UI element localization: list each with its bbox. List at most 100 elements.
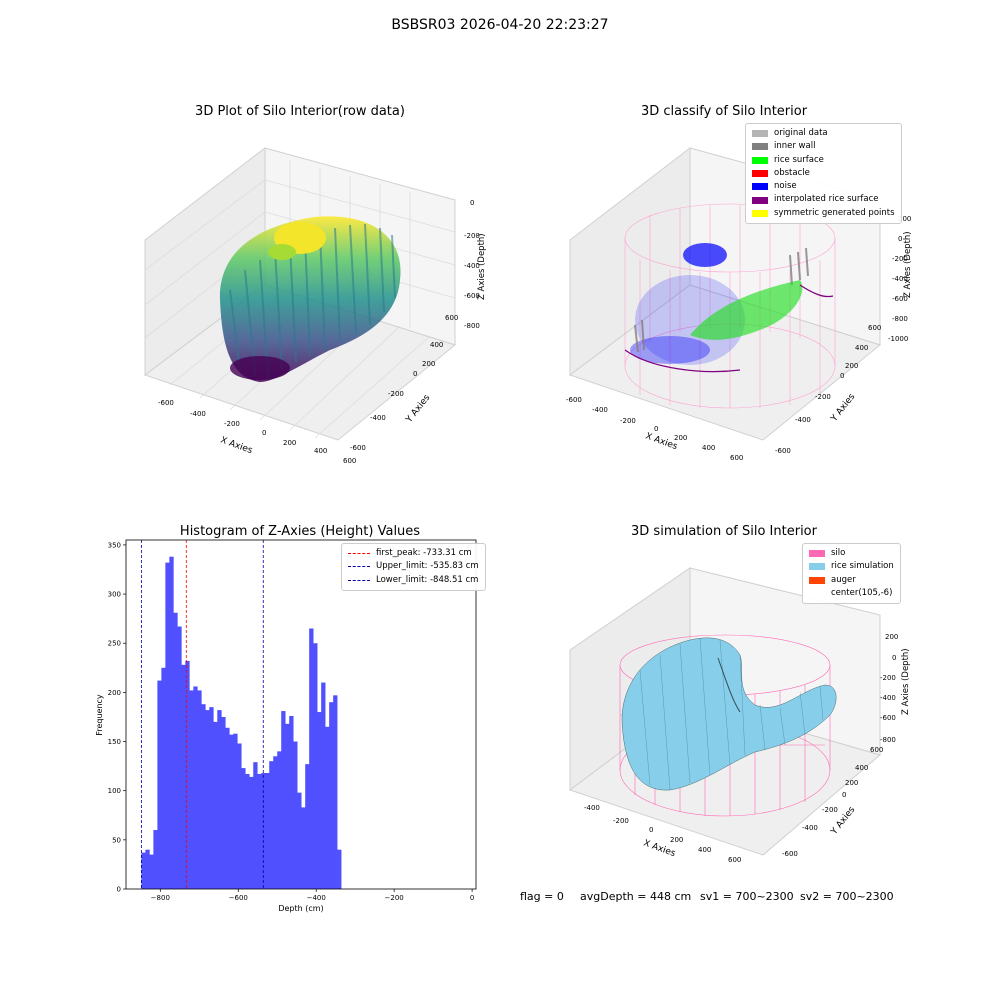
simulation-legend-swatch xyxy=(809,563,825,571)
classify-legend-label: obstacle xyxy=(774,167,810,178)
figure-title: BSBSR03 2026-04-20 22:23:27 xyxy=(391,17,609,33)
simulation-legend-label: silo xyxy=(831,548,846,558)
histogram-y-label: Frequency xyxy=(95,694,104,736)
histogram-y-tick-label: 200 xyxy=(108,689,121,697)
svg-text:-600: -600 xyxy=(566,396,582,404)
svg-text:-600: -600 xyxy=(880,714,896,722)
simulation-x-ticks: -400 -200 0 200 400 600 xyxy=(584,804,741,864)
classify-legend-swatch xyxy=(752,196,768,204)
histogram-bar xyxy=(233,733,238,889)
histogram-legend-line xyxy=(348,566,370,568)
simulation-legend-label: rice simulation xyxy=(831,561,894,572)
raw-z-label: Z Axies (Depth) xyxy=(477,233,487,300)
histogram-bar xyxy=(209,707,214,889)
histogram-y-tick-label: 0 xyxy=(117,886,121,894)
svg-text:0: 0 xyxy=(892,654,896,662)
classify-legend-item: symmetric generated points xyxy=(752,207,895,220)
status-flag: flag = 0 xyxy=(520,890,564,903)
histogram-bar xyxy=(245,773,250,889)
classify-legend-item: interpolated rice surface xyxy=(752,193,895,206)
histogram-chart: −800 −600 −400 −200 0 050100150200250300350 … xyxy=(95,539,477,913)
histogram-bar xyxy=(229,734,234,889)
classify-legend-label: rice surface xyxy=(774,154,824,165)
simulation-legend-label: auger xyxy=(831,574,856,585)
histogram-legend: first_peak: -733.31 cm Upper_limit: -535.… xyxy=(341,543,486,591)
histogram-bar xyxy=(157,680,162,889)
svg-text:-200: -200 xyxy=(224,420,240,428)
classify-legend-label: symmetric generated points xyxy=(774,207,895,218)
status-sv1: sv1 = 700~2300 xyxy=(700,890,794,903)
histogram-bar xyxy=(237,743,242,889)
svg-text:-200: -200 xyxy=(822,806,838,814)
histogram-legend-line xyxy=(348,579,370,581)
svg-text:-600: -600 xyxy=(892,295,908,303)
histogram-bar xyxy=(185,660,190,889)
classify-legend-item: rice surface xyxy=(752,154,895,167)
svg-text:400: 400 xyxy=(855,344,868,352)
histogram-legend-item: Lower_limit: -848.51 cm xyxy=(348,574,479,587)
svg-text:400: 400 xyxy=(855,764,868,772)
svg-text:0: 0 xyxy=(654,425,658,433)
histogram-bar xyxy=(173,612,178,889)
simulation-plot-title: 3D simulation of Silo Interior xyxy=(631,524,817,539)
histogram-bar xyxy=(141,852,146,889)
histogram-y-tick-label: 150 xyxy=(108,738,121,746)
svg-text:-200: -200 xyxy=(388,390,404,398)
simulation-legend-item: center(105,-6) xyxy=(809,587,894,600)
histogram-frame xyxy=(125,539,477,890)
svg-text:-400: -400 xyxy=(584,804,600,812)
histogram-bar xyxy=(293,741,298,889)
simulation-legend-swatch xyxy=(809,550,825,558)
svg-text:0: 0 xyxy=(262,429,266,437)
raw-point-cloud xyxy=(219,216,401,382)
svg-text:-400: -400 xyxy=(795,416,811,424)
svg-text:600: 600 xyxy=(728,856,741,864)
histogram-legend-item: Upper_limit: -535.83 cm xyxy=(348,560,479,573)
histogram-bar xyxy=(249,776,254,889)
histogram-bar xyxy=(277,751,282,889)
histogram-x-tick-label: −200 xyxy=(385,894,404,902)
simulation-z-label: Z Axies (Depth) xyxy=(901,648,911,715)
classify-x-ticks: -600 -400 -200 0 200 400 600 xyxy=(566,396,743,462)
svg-text:0: 0 xyxy=(898,235,902,243)
svg-text:-400: -400 xyxy=(802,824,818,832)
svg-text:600: 600 xyxy=(730,454,743,462)
svg-text:-600: -600 xyxy=(464,292,480,300)
histogram-bar xyxy=(217,710,222,889)
svg-text:400: 400 xyxy=(430,341,443,349)
simulation-legend-swatch xyxy=(809,576,825,584)
svg-text:-400: -400 xyxy=(892,275,908,283)
histogram-y-tick-label: 100 xyxy=(108,787,121,795)
classify-legend: original data inner wall rice surface obsta… xyxy=(745,123,902,225)
svg-text:-800: -800 xyxy=(464,322,480,330)
svg-text:600: 600 xyxy=(343,457,356,465)
histogram-bar xyxy=(225,727,230,889)
status-sv2: sv2 = 700~2300 xyxy=(800,890,894,903)
svg-text:0: 0 xyxy=(470,199,474,207)
histogram-bar xyxy=(321,682,326,889)
classify-z-ticks: 200 0 -200 -400 -600 -800 -1000 xyxy=(888,215,911,343)
classify-legend-swatch xyxy=(752,156,768,164)
simulation-legend-swatch xyxy=(809,590,825,598)
svg-text:-800: -800 xyxy=(892,315,908,323)
simulation-legend-label: center(105,-6) xyxy=(831,587,893,598)
classify-legend-item: obstacle xyxy=(752,167,895,180)
histogram-bar xyxy=(153,830,158,889)
classify-legend-label: interpolated rice surface xyxy=(774,194,879,205)
svg-text:-600: -600 xyxy=(775,447,791,455)
histogram-bar xyxy=(281,711,286,889)
svg-text:-200: -200 xyxy=(880,674,896,682)
histogram-y-tick-label: 50 xyxy=(112,836,121,844)
histogram-legend-item: first_peak: -733.31 cm xyxy=(348,547,479,560)
histogram-bar xyxy=(193,686,198,889)
simulation-z-ticks: 200 0 -200 -400 -600 -800 xyxy=(880,633,898,744)
svg-text:200: 200 xyxy=(422,360,435,368)
histogram-bar xyxy=(329,702,334,889)
histogram-bar xyxy=(205,710,210,889)
svg-text:600: 600 xyxy=(868,324,881,332)
svg-text:200: 200 xyxy=(674,434,687,442)
histogram-bar xyxy=(177,626,182,889)
classify-legend-item: original data xyxy=(752,127,895,140)
svg-text:200: 200 xyxy=(670,836,683,844)
